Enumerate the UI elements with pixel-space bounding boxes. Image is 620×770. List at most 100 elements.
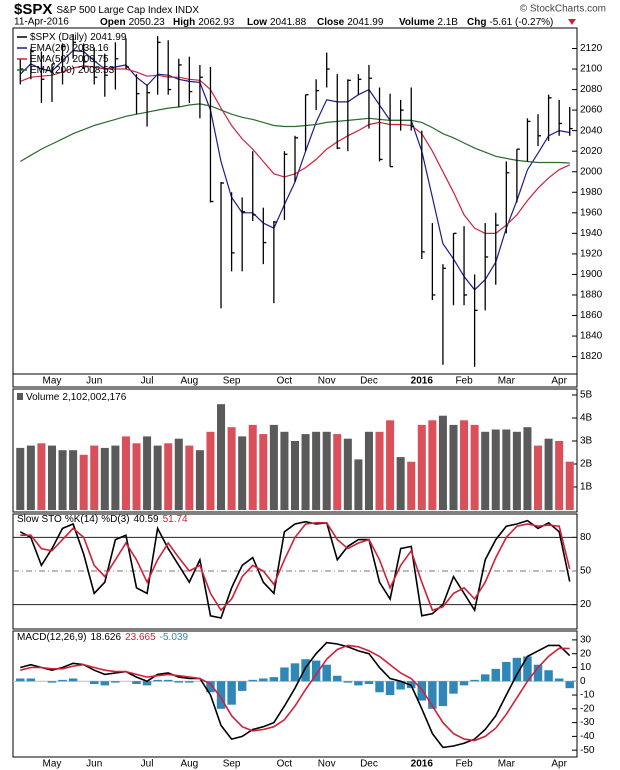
y-tick-label: 1820 bbox=[580, 351, 603, 362]
volume-bar bbox=[37, 443, 46, 510]
volume-bar bbox=[164, 443, 173, 510]
field-label: Open bbox=[100, 17, 126, 28]
symbol-name: S&P 500 Large Cap Index INDX bbox=[56, 5, 199, 16]
x-tick-label: Dec bbox=[360, 759, 378, 770]
histogram-bar bbox=[491, 668, 500, 682]
volume-bar bbox=[58, 450, 67, 510]
field-value: 2.1B bbox=[437, 17, 458, 28]
histogram-bar bbox=[100, 681, 110, 686]
volume-bar bbox=[217, 404, 226, 510]
x-tick-label: Oct bbox=[277, 376, 293, 387]
volume-bar bbox=[79, 454, 88, 510]
date: 11-Apr-2016 bbox=[14, 17, 69, 28]
volume-bar bbox=[449, 424, 458, 510]
header-field: Volume 2.1B bbox=[399, 17, 458, 28]
histogram-bar bbox=[58, 679, 67, 682]
volume-bar bbox=[512, 431, 521, 510]
volume-bar bbox=[491, 429, 500, 510]
histogram-bar bbox=[248, 679, 257, 682]
y-tick-label: 1840 bbox=[580, 331, 603, 342]
volume-bar bbox=[174, 438, 183, 510]
histogram-bar bbox=[480, 674, 490, 682]
symbol: $SPX bbox=[14, 1, 52, 18]
histogram-bar bbox=[301, 659, 310, 682]
histogram-bar bbox=[470, 679, 479, 682]
field-label: Volume bbox=[399, 17, 435, 28]
legend-value: -5.039 bbox=[160, 632, 189, 643]
legend-value: 40.59 bbox=[134, 514, 159, 525]
x-tick-label: Nov bbox=[318, 376, 336, 387]
x-tick-label: 2016 bbox=[411, 376, 434, 387]
volume-bar bbox=[407, 461, 416, 510]
legend-name: %D(3) bbox=[101, 514, 129, 525]
volume-bar bbox=[386, 420, 395, 510]
y-tick-label: 1880 bbox=[580, 290, 603, 301]
volume-bar bbox=[100, 447, 109, 510]
volume-bar bbox=[132, 443, 141, 510]
legend-name: %K(14) bbox=[65, 514, 98, 525]
field-label: Chg bbox=[467, 17, 486, 28]
field-value: 2041.99 bbox=[347, 17, 384, 28]
volume-bar bbox=[523, 427, 532, 510]
histogram-bar bbox=[459, 681, 469, 686]
y-tick-label: 2000 bbox=[580, 166, 603, 177]
x-tick-label: Dec bbox=[360, 376, 378, 387]
field-value: 2041.88 bbox=[270, 17, 307, 28]
volume-bar bbox=[502, 429, 511, 510]
x-tick-label: Mar bbox=[498, 759, 516, 770]
symbol-title: $SPX S&P 500 Large Cap Index INDX bbox=[14, 1, 199, 18]
header-field: Low 2041.88 bbox=[247, 17, 307, 28]
x-tick-label: Aug bbox=[180, 759, 198, 770]
volume-bar bbox=[185, 445, 194, 510]
series-line bbox=[19, 103, 570, 164]
field-label: Low bbox=[247, 17, 267, 28]
histogram-bar bbox=[237, 681, 247, 691]
x-tick-label: Feb bbox=[455, 759, 473, 770]
histogram-bar bbox=[206, 681, 215, 693]
histogram-bar bbox=[26, 678, 36, 682]
legend-name: EMA(20) bbox=[30, 43, 69, 54]
legend-name: $SPX (Daily) bbox=[30, 32, 87, 43]
volume-bar bbox=[301, 434, 310, 510]
header-field: Close 2041.99 bbox=[317, 17, 384, 28]
x-tick-label: Nov bbox=[318, 759, 336, 770]
y-tick-label: -30 bbox=[580, 717, 595, 728]
volume-panel bbox=[12, 388, 578, 513]
volume-bar bbox=[481, 431, 490, 510]
y-tick-label: 1B bbox=[580, 482, 593, 493]
legend-entry: MACD(12,26,9) 18.626 23.665 -5.039 bbox=[17, 632, 188, 643]
volume-bar bbox=[343, 438, 352, 510]
y-tick-label: 2100 bbox=[580, 64, 603, 75]
legend-value: 2008.53 bbox=[78, 65, 115, 76]
y-tick-label: 20 bbox=[580, 599, 592, 610]
histogram-bar bbox=[174, 681, 183, 683]
x-tick-label: Apr bbox=[551, 759, 567, 770]
legend-value: 23.665 bbox=[125, 632, 156, 643]
x-tick-label: 2016 bbox=[411, 759, 434, 770]
x-tick-label: Jun bbox=[86, 376, 102, 387]
legend-entry: Slow STO %K(14) %D(3) 40.59 51.74 bbox=[17, 514, 188, 525]
histogram-bar bbox=[544, 670, 553, 682]
volume-bar bbox=[121, 436, 130, 510]
volume-bar bbox=[227, 427, 236, 510]
y-tick-label: 1960 bbox=[580, 207, 603, 218]
volume-bar bbox=[460, 420, 469, 510]
x-tick-label: Aug bbox=[180, 376, 198, 387]
volume-bar bbox=[396, 457, 405, 510]
legend-entry: EMA(50) 2006.75 bbox=[30, 54, 109, 65]
volume-bar bbox=[375, 431, 384, 510]
y-tick-label: 2020 bbox=[580, 146, 603, 157]
histogram-bar bbox=[385, 681, 395, 696]
histogram-bar bbox=[396, 681, 405, 690]
x-tick-label: Feb bbox=[455, 376, 473, 387]
histogram-bar bbox=[280, 667, 289, 682]
volume-bar bbox=[259, 434, 268, 510]
histogram-bar bbox=[311, 660, 321, 682]
histogram-bar bbox=[68, 678, 78, 682]
histogram-bar bbox=[16, 678, 25, 682]
x-tick-label: Jun bbox=[86, 759, 102, 770]
volume-bar bbox=[153, 445, 162, 510]
volume-bar bbox=[438, 415, 447, 510]
y-tick-label: 3B bbox=[580, 436, 593, 447]
